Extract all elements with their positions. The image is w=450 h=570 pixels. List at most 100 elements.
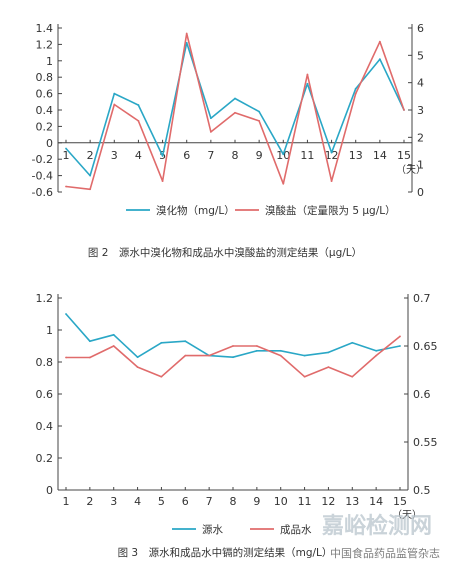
data-point: [208, 354, 211, 357]
data-point: [303, 354, 306, 357]
y2-tick-label: 4: [417, 77, 424, 90]
y-tick-label: 0.2: [36, 120, 54, 133]
data-point: [161, 155, 164, 157]
data-point: [258, 110, 261, 113]
y-tick-label: 1.2: [36, 292, 54, 305]
data-point: [160, 341, 163, 344]
x-tick-label: 15: [397, 149, 411, 162]
data-point: [234, 111, 236, 114]
x-tick-label: 14: [369, 495, 383, 508]
data-point: [234, 97, 236, 100]
x-tick-label: 13: [349, 149, 363, 162]
data-point: [378, 40, 381, 43]
data-point: [88, 340, 91, 343]
y-tick-label: 0.4: [36, 420, 54, 433]
x-tick-label: 14: [373, 149, 387, 162]
y-tick-label: 0.4: [36, 104, 54, 117]
x-tick-label: 10: [274, 495, 288, 508]
y2-tick-label: 0.7: [413, 292, 431, 305]
data-point: [279, 349, 282, 352]
data-point: [209, 117, 212, 120]
data-point: [351, 341, 354, 344]
data-point: [184, 340, 187, 343]
x-tick-label: 13: [345, 495, 359, 508]
data-point: [403, 109, 405, 111]
data-point: [327, 351, 330, 354]
y-tick-label: 1: [46, 55, 53, 68]
y-tick-label: 0: [46, 137, 53, 150]
data-point: [351, 375, 354, 378]
legend-label-1: 源水: [202, 523, 223, 536]
data-point: [209, 130, 212, 133]
y2-tick-label: 0.5: [413, 484, 431, 497]
y-tick-label: -0.4: [32, 170, 53, 183]
y-tick-label: 0.8: [36, 71, 54, 84]
y-tick-label: -0.2: [32, 153, 53, 166]
data-point: [65, 185, 67, 188]
data-point: [113, 103, 116, 106]
data-point: [282, 182, 285, 185]
chart-2: 1.210.80.60.40.200.70.650.60.550.51 2 3 4 5 6…: [36, 292, 438, 559]
y-tick-label: 1.2: [36, 38, 54, 51]
y-tick-label: 1.4: [36, 22, 54, 35]
data-point: [303, 375, 306, 378]
x-tick-label: 11: [298, 495, 312, 508]
data-point: [282, 153, 285, 156]
watermark-brand: 嘉峪检测网: [322, 513, 432, 539]
y-tick-label: 0.8: [36, 356, 54, 369]
x-tick-label: 6: [183, 149, 190, 162]
y-tick-label: -0.6: [32, 186, 53, 199]
y2-tick-label: 5: [417, 49, 424, 62]
y2-tick-label: 1: [417, 159, 424, 172]
x-unit-label: （天）: [392, 509, 422, 521]
data-point: [137, 104, 140, 106]
y2-tick-label: 0: [417, 186, 424, 199]
data-point: [375, 354, 378, 357]
data-point: [113, 92, 116, 95]
x-tick-label: 2: [86, 495, 93, 508]
data-point: [112, 345, 115, 347]
data-point: [306, 82, 309, 85]
y-tick-label: 0: [46, 484, 53, 497]
data-point: [232, 356, 234, 359]
chart-1: 1.41.210.80.60.40.20-0.2-0.4-0.665432101…: [32, 22, 426, 259]
data-point: [279, 354, 282, 357]
x-tick-label: 6: [182, 495, 189, 508]
x-tick-label: 2: [87, 149, 94, 162]
data-point: [330, 151, 333, 154]
series-line-1: [65, 313, 401, 359]
x-tick-label: 1: [63, 495, 70, 508]
x-tick-label: 4: [134, 495, 141, 508]
x-tick-label: 3: [111, 149, 118, 162]
x-tick-label: 1: [63, 149, 70, 162]
data-point: [65, 313, 67, 315]
x-tick-label: 12: [325, 149, 339, 162]
series-line-2: [65, 32, 405, 191]
x-tick-label: 12: [321, 495, 335, 508]
data-point: [330, 180, 333, 182]
data-point: [258, 120, 261, 122]
x-tick-label: 9: [253, 495, 260, 508]
y-tick-label: 1: [46, 324, 53, 337]
data-point: [137, 120, 140, 122]
y2-tick-label: 0.55: [413, 436, 438, 449]
y2-tick-label: 6: [417, 22, 424, 35]
data-point: [327, 366, 330, 369]
data-point: [88, 356, 91, 359]
x-tick-label: 3: [110, 495, 117, 508]
data-point: [89, 188, 92, 191]
data-point: [136, 356, 139, 359]
x-tick-label: 11: [300, 149, 314, 162]
legend-label-1: 溴化物（mg/L）: [156, 204, 235, 217]
data-point: [255, 345, 258, 347]
data-point: [399, 335, 401, 338]
data-point: [184, 354, 187, 357]
x-tick-label: 5: [158, 495, 165, 508]
x-tick-label: 7: [207, 149, 214, 162]
legend-label-2: 成品水: [280, 524, 312, 536]
data-point: [399, 345, 401, 347]
y2-tick-label: 3: [417, 104, 424, 117]
x-unit-label: （天）: [396, 164, 426, 176]
